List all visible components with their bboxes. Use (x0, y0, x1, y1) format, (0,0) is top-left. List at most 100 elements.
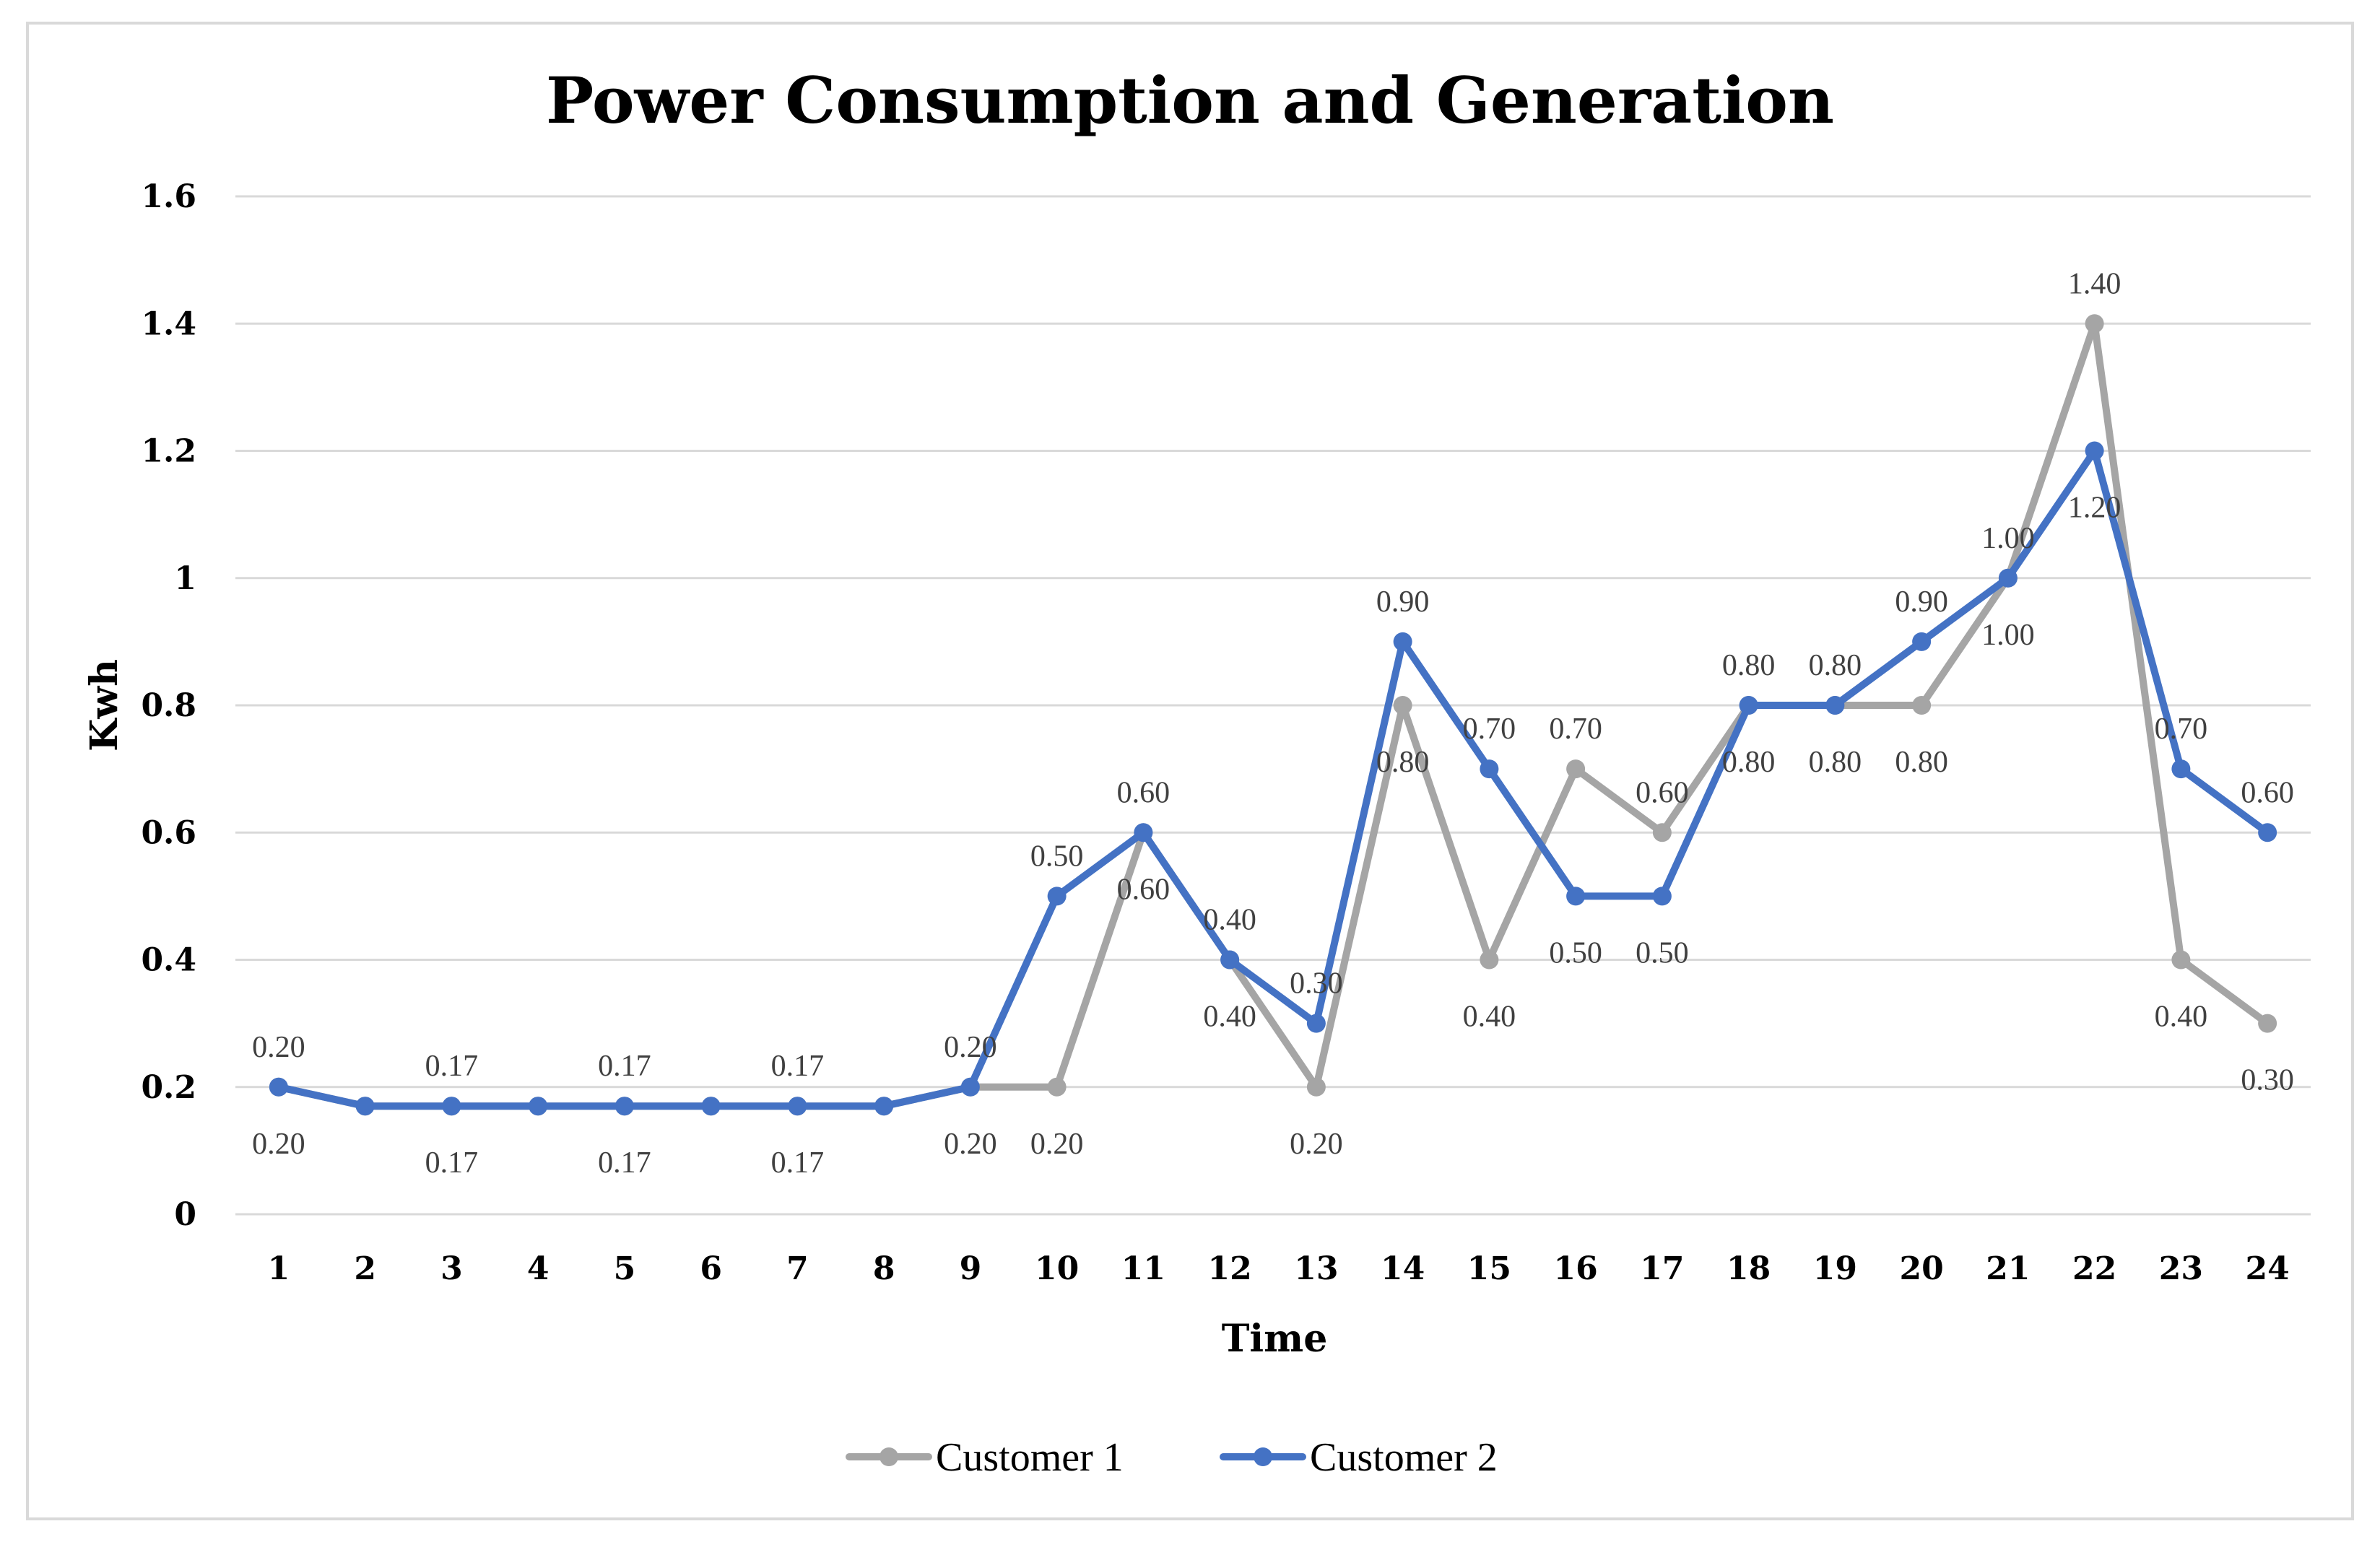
data-label: 0.17 (425, 1050, 479, 1083)
data-point (1047, 1077, 1067, 1097)
x-tick-label: 4 (527, 1250, 550, 1287)
x-tick-label: 14 (1381, 1250, 1425, 1287)
data-label: 0.80 (1376, 746, 1430, 779)
x-tick-label: 18 (1727, 1250, 1771, 1287)
x-tick-label: 13 (1294, 1250, 1338, 1287)
data-point (2258, 823, 2277, 842)
data-point (1306, 1014, 1326, 1033)
data-label: 0.20 (1290, 1128, 1343, 1161)
y-axis-ticks: 0 0.2 0.4 0.6 0.8 1 1.2 1.4 1.6 (141, 178, 196, 1233)
data-label: 0.20 (252, 1128, 305, 1161)
data-point (1480, 950, 1499, 970)
data-label: 1.00 (1981, 522, 2035, 555)
data-label: 1.00 (1981, 619, 2035, 652)
data-point (874, 1097, 894, 1116)
data-label: 0.40 (1203, 1001, 1256, 1034)
data-label: 0.80 (1895, 746, 1948, 779)
data-label: 0.30 (2241, 1064, 2294, 1097)
data-label: 0.17 (771, 1146, 825, 1180)
data-label: 0.17 (598, 1146, 651, 1180)
data-label: 0.80 (1809, 746, 1862, 779)
y-tick-label: 0.2 (141, 1069, 196, 1106)
data-label: 0.40 (1203, 904, 1256, 937)
data-point (269, 1077, 288, 1097)
data-point (442, 1097, 461, 1116)
data-label: 0.17 (425, 1146, 479, 1180)
data-label: 0.17 (771, 1050, 825, 1083)
chart-frame (26, 22, 2354, 1520)
legend-label: Customer 2 (1310, 1435, 1498, 1480)
legend: Customer 1 Customer 2 (846, 1435, 1498, 1480)
y-axis-title: Kwh (82, 659, 126, 752)
data-label: 0.20 (252, 1031, 305, 1064)
gridlines (235, 195, 2311, 1216)
data-point (2085, 441, 2104, 461)
series-2 (269, 441, 2277, 1116)
x-tick-label: 21 (1986, 1250, 2030, 1287)
data-point (1739, 696, 1758, 715)
data-label: 1.40 (2068, 267, 2121, 300)
data-point (1566, 887, 1586, 906)
data-label: 1.20 (2068, 492, 2121, 525)
x-tick-label: 22 (2072, 1250, 2116, 1287)
y-tick-label: 1.2 (141, 433, 196, 470)
x-tick-label: 12 (1208, 1250, 1252, 1287)
data-label: 0.20 (1030, 1128, 1084, 1161)
legend-item-2: Customer 2 (1220, 1435, 1498, 1480)
x-tick-label: 16 (1554, 1250, 1598, 1287)
data-label: 0.17 (598, 1050, 651, 1083)
x-tick-label: 8 (873, 1250, 895, 1287)
data-label: 0.40 (1463, 1001, 1516, 1034)
data-point (2171, 759, 2191, 779)
data-labels: 0.20 0.20 0.17 0.17 0.17 0.17 0.17 0.17 0.20 0.20… (252, 267, 2294, 1180)
data-label: 0.20 (944, 1128, 997, 1161)
x-tick-label: 6 (700, 1250, 722, 1287)
x-tick-label: 17 (1640, 1250, 1684, 1287)
legend-label: Customer 1 (936, 1435, 1124, 1480)
legend-item-1: Customer 1 (846, 1435, 1124, 1480)
y-tick-label: 1 (174, 560, 196, 597)
series-line (274, 447, 2272, 1110)
x-tick-label: 7 (786, 1250, 809, 1287)
x-tick-label: 5 (614, 1250, 636, 1287)
data-label: 0.60 (1636, 776, 1689, 809)
x-tick-label: 10 (1035, 1250, 1079, 1287)
y-tick-label: 1.6 (141, 178, 196, 215)
data-label: 0.60 (1117, 873, 1171, 906)
data-point (1652, 887, 1672, 906)
y-tick-label: 0 (174, 1196, 196, 1233)
data-point (1825, 696, 1845, 715)
x-axis-ticks: 1 2 3 4 5 6 7 8 9 10 11 12 13 14 15 16 17 18 19 20 21 22 23 24 (268, 1250, 2290, 1287)
y-tick-label: 1.4 (141, 305, 196, 342)
x-tick-label: 19 (1813, 1250, 1857, 1287)
data-label: 0.90 (1376, 585, 1430, 619)
data-point (1480, 759, 1499, 779)
data-point (1134, 823, 1153, 842)
legend-swatch-marker (1254, 1447, 1272, 1466)
data-label: 0.70 (2155, 713, 2208, 746)
x-axis-title: Time (1222, 1317, 1328, 1361)
data-point (1912, 632, 1932, 651)
data-point (2171, 950, 2191, 970)
x-tick-label: 15 (1467, 1250, 1511, 1287)
data-point (614, 1097, 634, 1116)
data-label: 0.60 (2241, 776, 2294, 809)
x-tick-label: 9 (960, 1250, 982, 1287)
data-point (960, 1077, 980, 1097)
x-tick-label: 3 (440, 1250, 463, 1287)
data-point (788, 1097, 807, 1116)
data-point (2085, 314, 2104, 334)
data-label: 0.80 (1722, 746, 1776, 779)
data-point (1393, 696, 1412, 715)
x-tick-label: 24 (2246, 1250, 2290, 1287)
x-tick-label: 20 (1900, 1250, 1944, 1287)
data-label: 0.70 (1463, 713, 1516, 746)
data-point (1652, 823, 1672, 842)
data-label: 0.50 (1030, 840, 1084, 873)
data-point (701, 1097, 721, 1116)
data-label: 0.70 (1549, 713, 1602, 746)
data-label: 0.90 (1895, 585, 1948, 619)
data-point (2258, 1014, 2277, 1033)
data-point (355, 1097, 375, 1116)
